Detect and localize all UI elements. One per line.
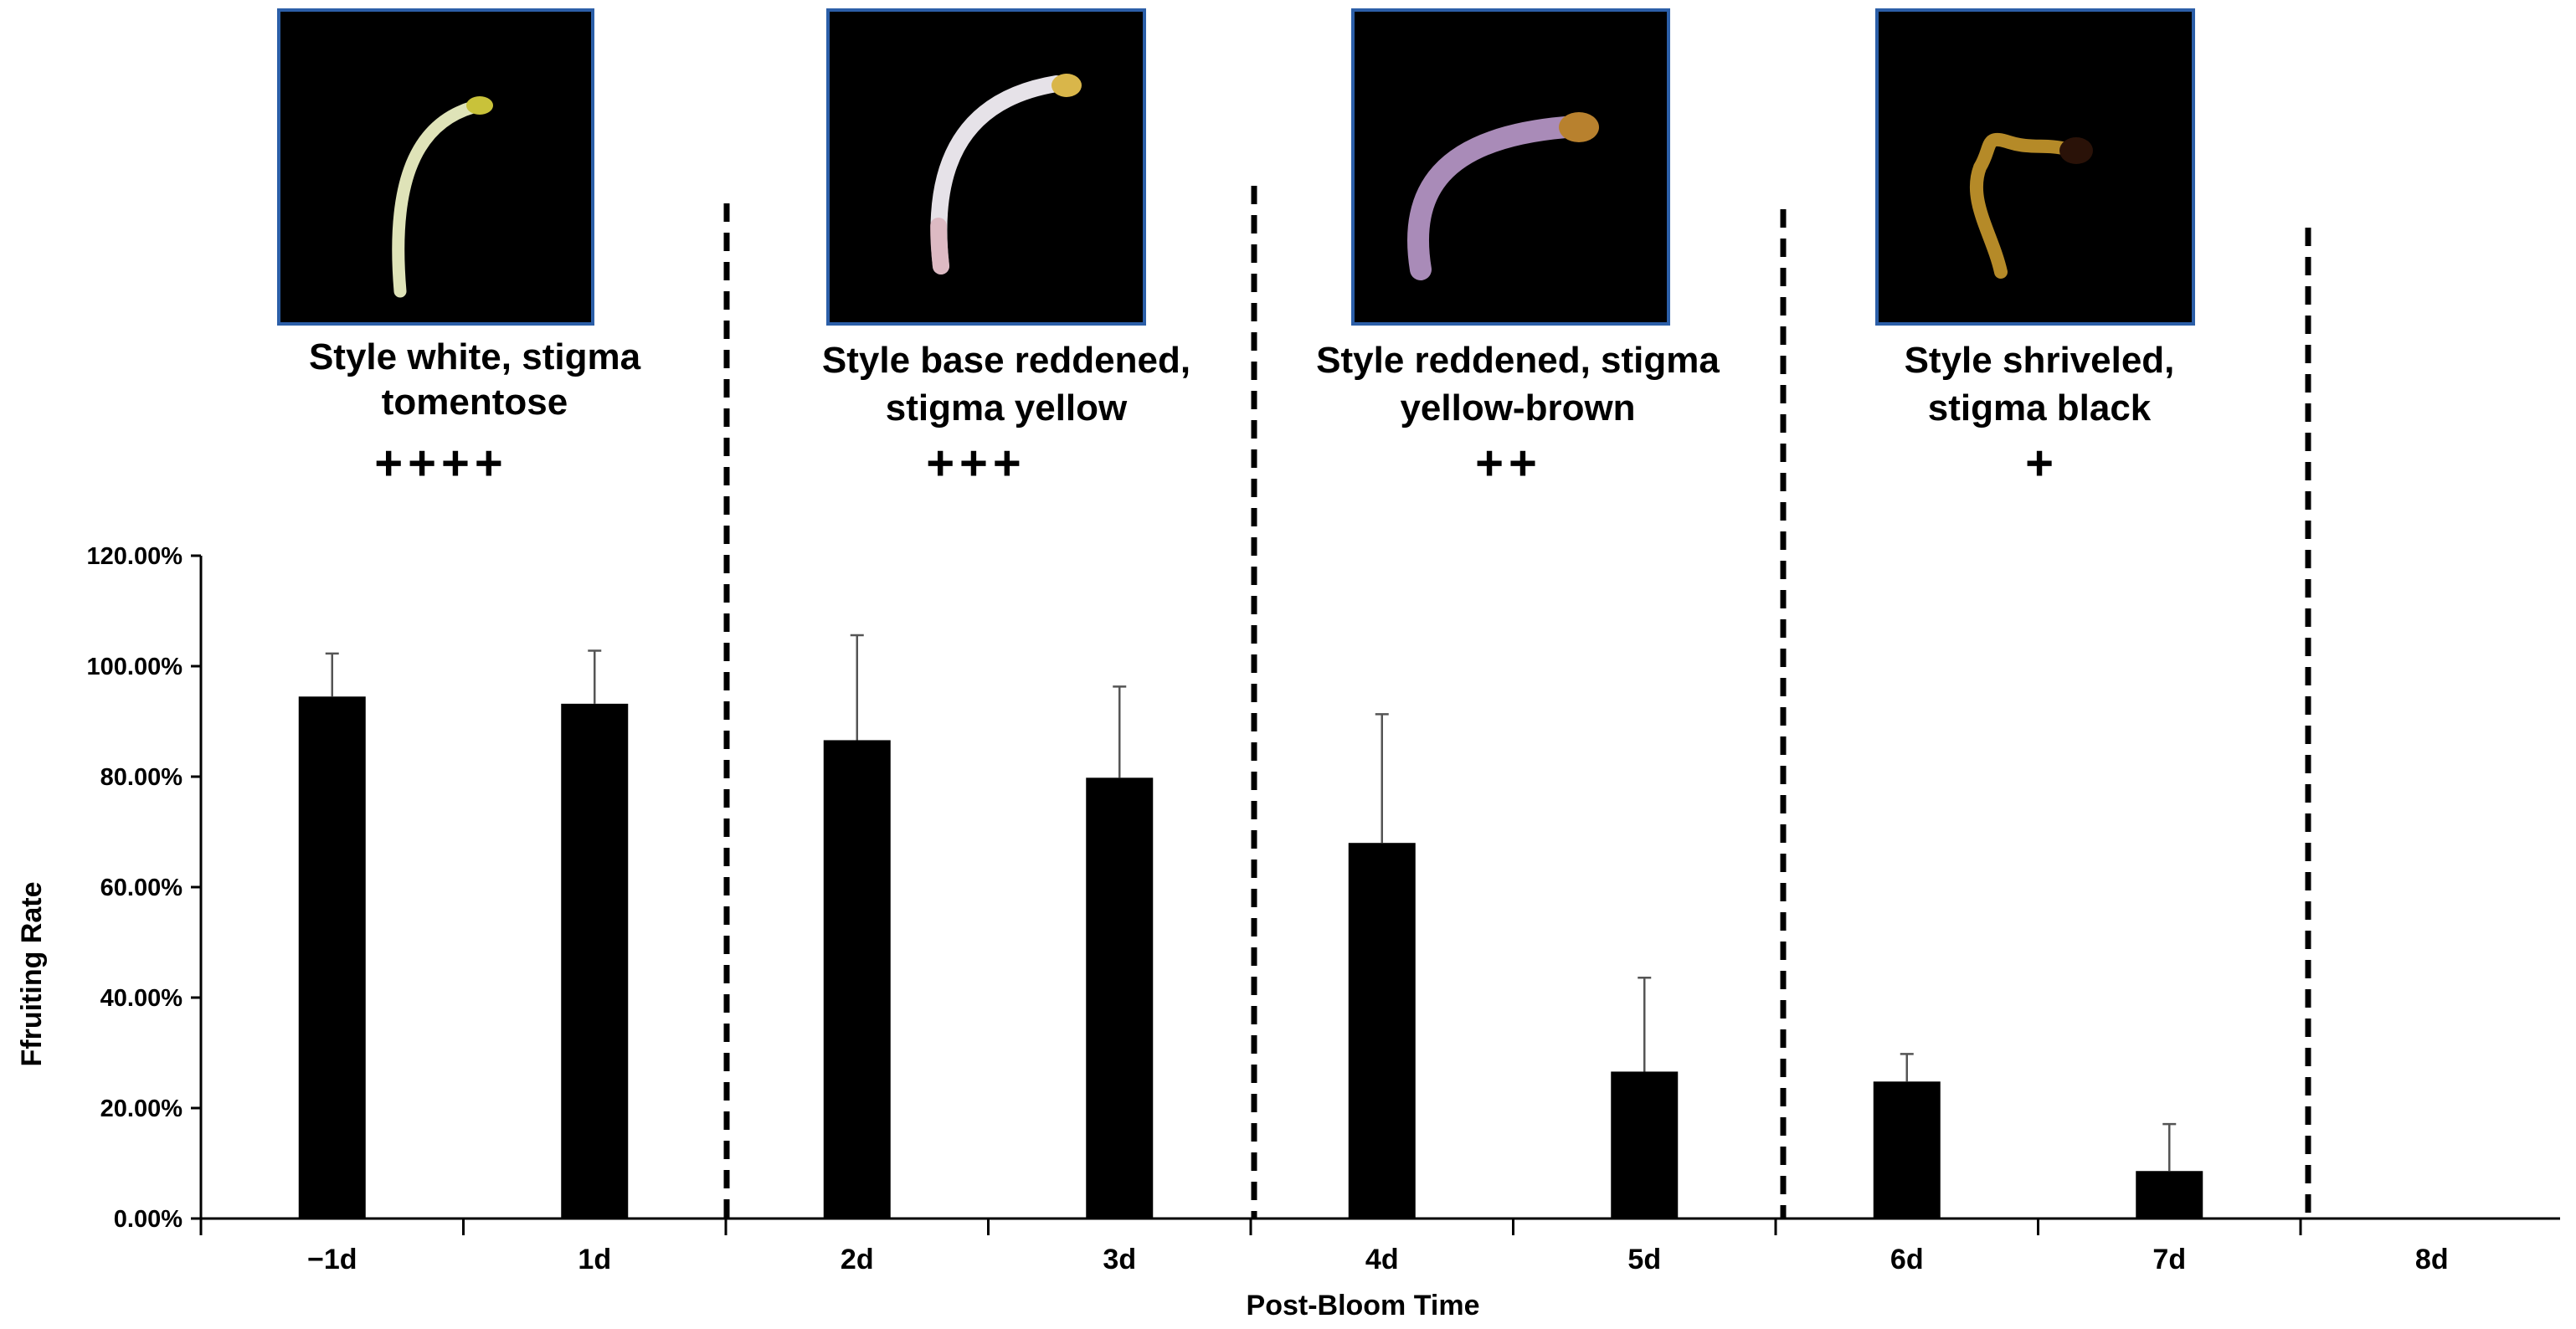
stage-4-line-2: stigma black [1928,387,2152,428]
style-drawing-4 [1969,132,2073,279]
x-tick-label: 3d [1103,1244,1136,1275]
stage-1-grade: ++++ [374,436,507,490]
stage-photo-3 [1351,8,1670,326]
stigma-drawing-1 [466,96,493,115]
bar [2136,1171,2203,1219]
stage-dividers [723,186,2311,1219]
x-tick-label: 7d [2152,1244,2186,1275]
y-axis-title: Ffruiting Rate [16,882,48,1067]
stage-photo-4 [1875,8,2195,326]
y-tick-label: 40.00% [100,985,183,1012]
stage-2-line-1: Style base reddened, [822,340,1190,381]
stage-4-grade: + [2025,436,2054,490]
style-base-red-2 [930,218,949,275]
stage-caption-4: Style shriveled, stigma black + [1905,340,2175,490]
style-drawing-3 [1407,116,1576,280]
y-tick-label: 0.00% [114,1206,183,1233]
bar [1611,1071,1679,1219]
stage-1-line-2: tomentose [382,382,568,423]
x-tick-label: 1d [578,1244,611,1275]
y-tick-label: 60.00% [100,875,183,901]
stage-photo-2 [826,8,1146,326]
bar [1348,843,1416,1219]
stage-photo-1 [277,8,594,326]
y-tick-label: 100.00% [87,654,183,680]
x-tick-label: 5d [1627,1244,1661,1275]
stigma-drawing-4 [2059,137,2093,164]
stage-caption-3: Style reddened, stigma yellow-brown ++ [1316,340,1720,490]
x-tick-label: 4d [1365,1244,1399,1275]
x-axis-title: Post-Bloom Time [1247,1290,1480,1321]
stage-1-line-1: Style white, stigma [309,336,641,377]
stage-4-line-1: Style shriveled, [1905,340,2175,381]
stage-3-grade: ++ [1475,436,1542,490]
bar [1086,777,1154,1219]
x-tick-label: 2d [841,1244,874,1275]
style-drawing-1 [392,100,480,298]
x-tick-label: 6d [1890,1244,1924,1275]
x-tick-label: −1d [307,1244,357,1275]
bar [823,740,891,1219]
plot-area: 0.00% 20.00% 40.00% 60.00% 80.00% 100.00% 120.… [87,543,2560,1275]
stage-3-line-1: Style reddened, stigma [1316,340,1720,381]
x-tick-label: 8d [2415,1244,2449,1275]
bar [561,703,629,1219]
bar [298,696,366,1219]
y-tick-label: 120.00% [87,543,183,570]
stage-3-line-2: yellow-brown [1400,387,1635,428]
stigma-drawing-2 [1051,74,1082,97]
stage-caption-1: Style white, stigma tomentose ++++ [309,336,641,490]
y-tick-label: 80.00% [100,764,183,791]
stage-2-grade: +++ [926,436,1026,490]
stage-2-line-2: stigma yellow [886,387,1128,428]
stage-caption-2: Style base reddened, stigma yellow +++ [822,340,1190,490]
stigma-drawing-3 [1559,112,1599,142]
y-tick-label: 20.00% [100,1096,183,1122]
bar [1873,1081,1941,1219]
